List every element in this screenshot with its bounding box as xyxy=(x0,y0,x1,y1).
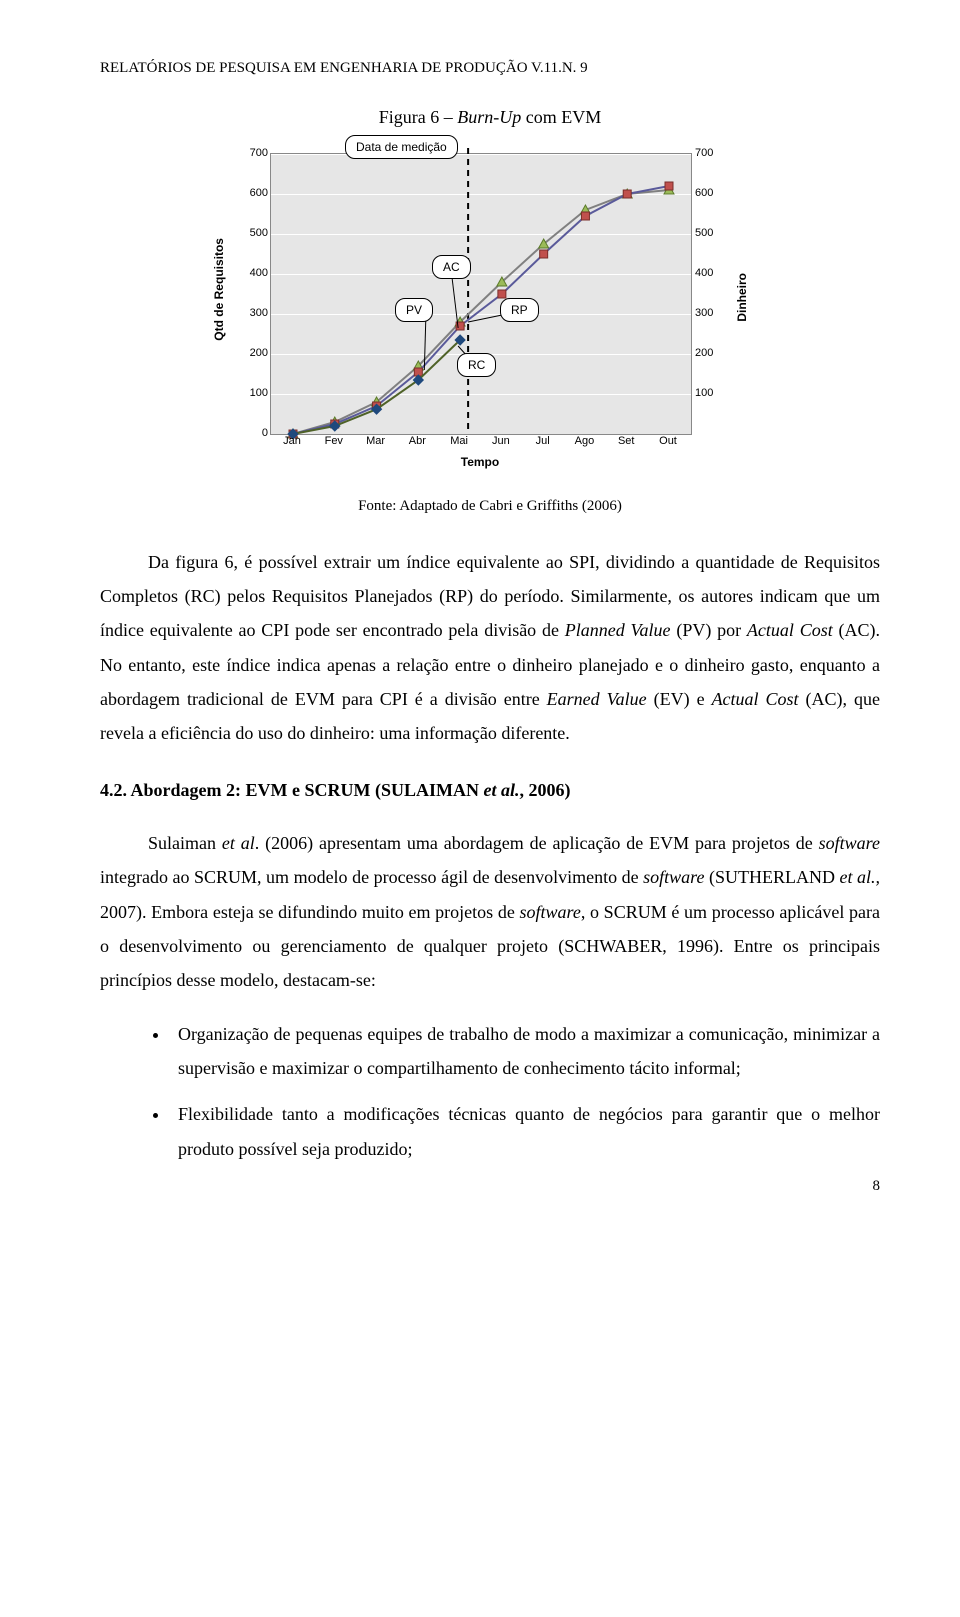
list-item: Flexibilidade tanto a modificações técni… xyxy=(170,1097,880,1165)
page-number: 8 xyxy=(100,1178,880,1195)
figure-source: Fonte: Adaptado de Cabri e Griffiths (20… xyxy=(100,498,880,515)
y-axis-right-ticks: 100200300400500600700 xyxy=(695,153,725,433)
x-axis-ticks: JanFevMarAbrMaiJunJulAgoSetOut xyxy=(270,435,690,451)
list-item: Organização de pequenas equipes de traba… xyxy=(170,1017,880,1085)
section-heading: 4.2. Abordagem 2: EVM e SCRUM (SULAIMAN … xyxy=(100,780,880,801)
paragraph-2: Sulaiman et al. (2006) apresentam uma ab… xyxy=(100,826,880,997)
figure-title-prefix: Figura 6 – xyxy=(379,107,458,127)
callout-rc: RC xyxy=(457,353,496,377)
bullet-list: Organização de pequenas equipes de traba… xyxy=(100,1017,880,1166)
callout-pv: PV xyxy=(395,298,433,322)
plot-area xyxy=(270,153,692,435)
callout-ac: AC xyxy=(432,255,471,279)
figure-title: Figura 6 – Burn-Up com EVM xyxy=(100,107,880,128)
y-axis-left-label: Qtd de Requisitos xyxy=(212,238,226,341)
chart-svg xyxy=(271,154,691,434)
figure-title-suffix: com EVM xyxy=(521,107,601,127)
burn-up-chart: Qtd de Requisitos Dinheiro 0100200300400… xyxy=(210,143,770,473)
paragraph-1: Da figura 6, é possível extrair um índic… xyxy=(100,545,880,750)
x-axis-label: Tempo xyxy=(270,455,690,469)
y-axis-right-label: Dinheiro xyxy=(735,273,749,322)
y-axis-left-ticks: 0100200300400500600700 xyxy=(238,153,268,433)
figure-title-italic: Burn-Up xyxy=(457,107,521,127)
callout-rp: RP xyxy=(500,298,539,322)
callout-data: Data de medição xyxy=(345,135,458,159)
page-header: RELATÓRIOS DE PESQUISA EM ENGENHARIA DE … xyxy=(100,60,880,77)
